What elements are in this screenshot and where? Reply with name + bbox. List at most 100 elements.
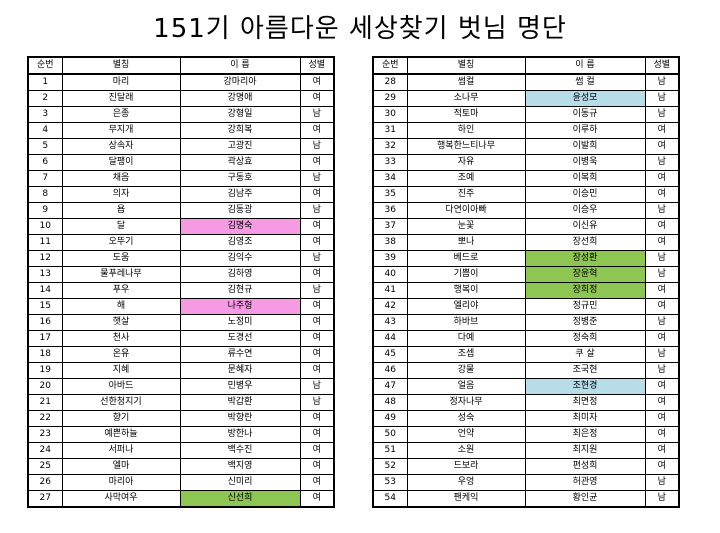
table-row: 7 채음 구동호 남	[27, 170, 335, 187]
cell-gender: 여	[299, 266, 335, 283]
cell-nickname: 베드로	[406, 250, 526, 267]
cell-name: 썸 컬	[524, 73, 646, 91]
cell-no: 7	[27, 170, 63, 187]
cell-no: 37	[372, 218, 408, 235]
cell-gender: 남	[299, 106, 335, 123]
cell-name: 이병욱	[524, 154, 646, 171]
cell-nickname: 적토마	[406, 106, 526, 123]
cell-no: 48	[372, 394, 408, 411]
cell-name: 류수연	[179, 346, 301, 363]
cell-no: 3	[27, 106, 63, 123]
cell-nickname: 달	[61, 218, 181, 235]
cell-no: 1	[27, 73, 63, 91]
table-row: 44 다예 정숙희 여	[372, 330, 680, 347]
cell-name: 구동호	[179, 170, 301, 187]
cell-nickname: 의자	[61, 186, 181, 203]
header-name: 이 름	[179, 56, 301, 75]
table-row: 32 행복한느티나무 이발희 여	[372, 138, 680, 155]
cell-no: 53	[372, 474, 408, 491]
table-row: 8 의자 김남주 여	[27, 186, 335, 203]
cell-name: 쿠 살	[524, 346, 646, 363]
cell-no: 22	[27, 410, 63, 427]
table-row: 42 엘리야 정규민 여	[372, 298, 680, 315]
cell-nickname: 정자나무	[406, 394, 526, 411]
cell-name: 문혜자	[179, 362, 301, 379]
cell-nickname: 행복이	[406, 282, 526, 299]
cell-no: 28	[372, 73, 408, 91]
cell-no: 5	[27, 138, 63, 155]
cell-no: 18	[27, 346, 63, 363]
cell-gender: 여	[644, 298, 680, 315]
cell-name: 장성환	[524, 250, 646, 267]
cell-no: 13	[27, 266, 63, 283]
table-row: 10 달 김명숙 여	[27, 218, 335, 235]
roster-table-left: 순번 별칭 이 름 성별 1 마리 강마리아 여 2 진달래 강명애 여 3 은종 강형일 남 4 무지개…	[27, 56, 335, 508]
cell-gender: 남	[644, 314, 680, 331]
cell-name: 이루하	[524, 122, 646, 139]
table-row: 38 뽀나 장선희 여	[372, 234, 680, 251]
cell-name: 노정미	[179, 314, 301, 331]
cell-name: 강명애	[179, 90, 301, 107]
table-row: 25 엘마 백지영 여	[27, 458, 335, 475]
cell-nickname: 진달래	[61, 90, 181, 107]
cell-gender: 남	[644, 250, 680, 267]
cell-name: 방한나	[179, 426, 301, 443]
header-gender: 성별	[644, 56, 680, 75]
cell-name: 박갑환	[179, 394, 301, 411]
cell-nickname: 눈꽃	[406, 218, 526, 235]
cell-no: 17	[27, 330, 63, 347]
table-row: 26 마리아 신미리 여	[27, 474, 335, 491]
table-row: 5 상속자 고광진 남	[27, 138, 335, 155]
table-row: 48 정자나무 최면정 여	[372, 394, 680, 411]
cell-nickname: 우엉	[406, 474, 526, 491]
cell-gender: 여	[299, 362, 335, 379]
cell-no: 24	[27, 442, 63, 459]
cell-no: 34	[372, 170, 408, 187]
cell-no: 43	[372, 314, 408, 331]
header-name: 이 름	[524, 56, 646, 75]
cell-name: 정병준	[524, 314, 646, 331]
table-row: 14 푸우 김현규 남	[27, 282, 335, 299]
header-gender: 성별	[299, 56, 335, 75]
cell-nickname: 하인	[406, 122, 526, 139]
table-row: 16 햇살 노정미 여	[27, 314, 335, 331]
cell-gender: 남	[644, 362, 680, 379]
cell-nickname: 아바드	[61, 378, 181, 395]
cell-no: 4	[27, 122, 63, 139]
table-row: 27 사막여우 신선희 여	[27, 490, 335, 508]
table-row: 35 진주 이승민 여	[372, 186, 680, 203]
table-row: 34 조예 이복희 여	[372, 170, 680, 187]
cell-name: 정숙희	[524, 330, 646, 347]
cell-gender: 여	[644, 234, 680, 251]
cell-no: 29	[372, 90, 408, 107]
cell-nickname: 햇살	[61, 314, 181, 331]
table-row: 18 온유 류수연 여	[27, 346, 335, 363]
cell-name: 조국현	[524, 362, 646, 379]
table-row: 11 오뚜기 김영조 여	[27, 234, 335, 251]
cell-gender: 남	[299, 282, 335, 299]
cell-nickname: 지혜	[61, 362, 181, 379]
cell-no: 16	[27, 314, 63, 331]
table-row: 53 우엉 허관영 남	[372, 474, 680, 491]
cell-gender: 여	[299, 442, 335, 459]
cell-no: 38	[372, 234, 408, 251]
cell-gender: 남	[644, 202, 680, 219]
table-row: 24 서퍼나 백수진 여	[27, 442, 335, 459]
header-row: 순번 별칭 이 름 성별	[372, 56, 680, 75]
cell-gender: 남	[644, 106, 680, 123]
cell-name: 백지영	[179, 458, 301, 475]
page-title: 151기 아름다운 세상찾기 벗님 명단	[153, 14, 567, 44]
header-nickname: 별칭	[406, 56, 526, 75]
table-row: 39 베드로 장성환 남	[372, 250, 680, 267]
cell-nickname: 은종	[61, 106, 181, 123]
cell-nickname: 하바브	[406, 314, 526, 331]
table-row: 1 마리 강마리아 여	[27, 73, 335, 91]
cell-nickname: 진주	[406, 186, 526, 203]
cell-name: 이승우	[524, 202, 646, 219]
cell-nickname: 도움	[61, 250, 181, 267]
cell-no: 33	[372, 154, 408, 171]
cell-nickname: 썸컬	[406, 73, 526, 91]
cell-no: 23	[27, 426, 63, 443]
table-row: 50 언약 최은정 여	[372, 426, 680, 443]
cell-no: 26	[27, 474, 63, 491]
